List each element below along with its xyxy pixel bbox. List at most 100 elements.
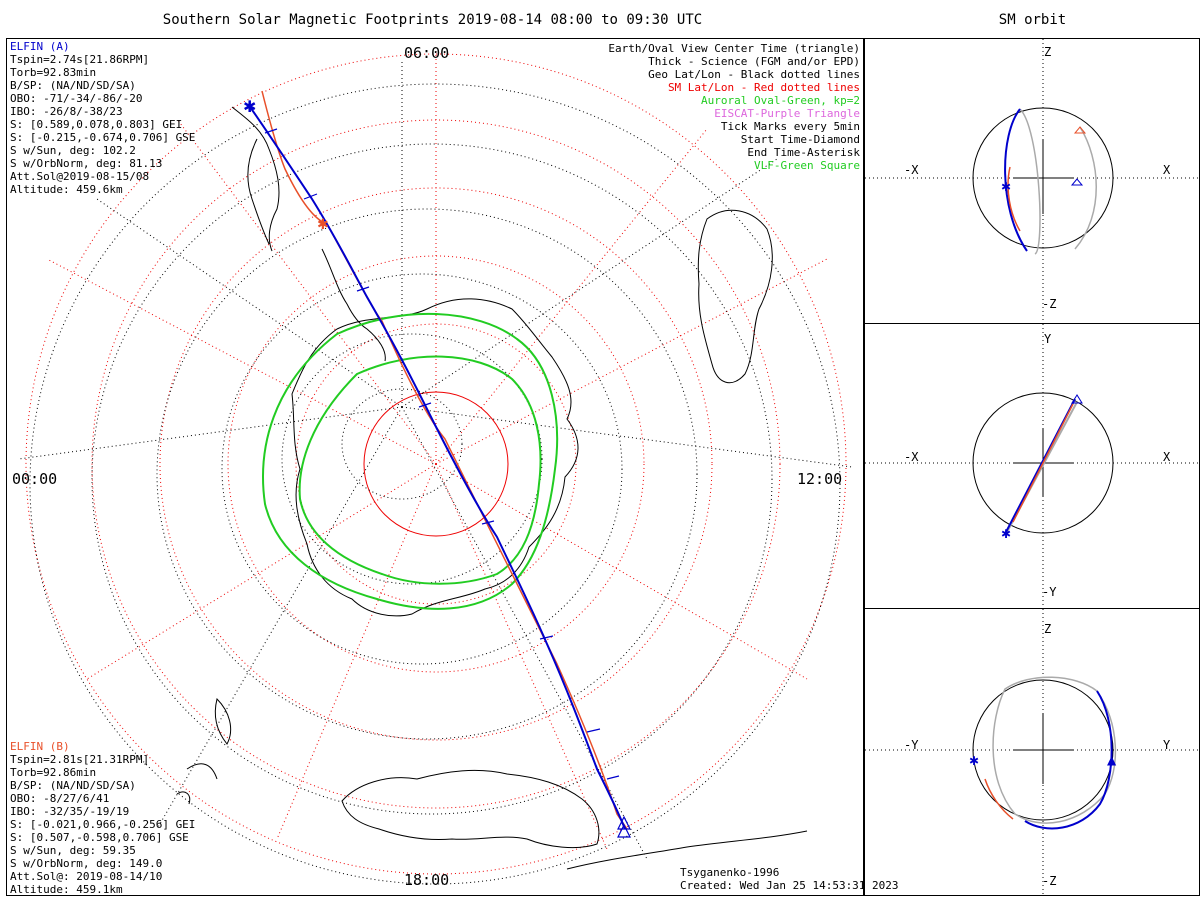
legend-entry: Thick - Science (FGM and/or EPD): [648, 55, 860, 68]
elfin-a-line: IBO: -26/8/-38/23: [10, 105, 123, 118]
legend-entry: VLF-Green Square: [754, 159, 860, 172]
geo-lat-circle: [221, 273, 623, 665]
orbit-plot-yz: ▲ ✱: [865, 609, 1199, 895]
orbit-plot-xy: ✱: [865, 324, 1199, 608]
auroral-oval-outer: [262, 312, 559, 610]
peninsula-coast: [321, 248, 386, 362]
geo-lon-line: [401, 158, 778, 408]
legend-entry: End Time-Asterisk: [747, 146, 860, 159]
elfin-a-line: Tspin=2.74s[21.86RPM]: [10, 53, 150, 66]
tick-marks: [264, 128, 620, 780]
orbit-xy-v-pos: Y: [1044, 332, 1052, 346]
elfin-b-footprint-line: [261, 90, 628, 830]
new-zealand-coast: [214, 698, 232, 745]
geo-lon-line: [401, 406, 853, 468]
orbit-panel-yz: ▲ ✱: [864, 608, 1200, 896]
elfin-a-line: S: [-0.215,-0.674,0.706] GSE: [10, 131, 196, 144]
elfin-b-line: S: [-0.021,0.966,-0.256] GEI: [10, 818, 196, 831]
elfin-b-trace: [261, 90, 628, 830]
sm-lat-circle: [227, 255, 645, 673]
orbit-xy-h-pos: X: [1163, 450, 1171, 464]
legend-entry: Start Time-Diamond: [740, 133, 860, 146]
elfin-b-line: B/SP: (NA/ND/SD/SA): [10, 779, 136, 792]
time-label-bottom: 18:00: [404, 871, 450, 889]
elfin-b-line: Torb=92.86min: [10, 766, 97, 779]
model-label: Tsyganenko-1996: [680, 866, 780, 879]
orbit-yz-v-pos: Z: [1044, 622, 1052, 636]
coastlines: [176, 106, 808, 870]
orbit-a-asterisk: ✱: [969, 754, 979, 768]
elfin-a-line: S w/Sun, deg: 102.2: [10, 144, 136, 157]
elfin-a-line: Altitude: 459.6km: [10, 183, 123, 196]
time-label-right: 12:00: [797, 470, 843, 488]
sm-lon-line: [176, 118, 437, 465]
geo-lat-circle: [29, 83, 841, 885]
elfin-a-line: Att.Sol@2019-08-15/08: [10, 170, 150, 183]
islands-coast: [176, 763, 808, 870]
start-end-markers: ✱ ✱: [243, 97, 631, 838]
earth-circle: [972, 107, 1114, 249]
elfin-a-info: ELFIN (A) Tspin=2.74s[21.86RPM] Torb=92.…: [10, 40, 195, 196]
elfin-a-end-asterisk: ✱: [243, 97, 256, 116]
orbit-b-far-side: [1019, 108, 1041, 255]
geo-lat-circle: [341, 388, 463, 500]
legend-entry: Tick Marks every 5min: [720, 120, 860, 133]
elfin-b-info: ELFIN (B) Tspin=2.81s[21.31RPM] Torb=92.…: [10, 740, 195, 896]
orbit-title: SM orbit: [998, 12, 1067, 28]
elfin-b-end-asterisk: ✱: [317, 217, 329, 233]
elfin-b-name: ELFIN (B): [10, 740, 70, 753]
orbit-b-projection: [1074, 126, 1097, 250]
geo-lon-line: [18, 406, 403, 460]
orbit-a-path: [1024, 690, 1113, 830]
orbit-xz-v-pos: Z: [1044, 45, 1052, 59]
orbit-yz-h-neg: -Y: [904, 738, 919, 752]
elfin-a-footprint-line: [247, 103, 626, 830]
polar-map-panel: ✱ ✱: [6, 38, 864, 896]
legend-entry: Auroral Oval-Green, kp=2: [701, 94, 860, 107]
polar-map: ✱ ✱: [18, 49, 853, 885]
elfin-b-line: S w/Sun, deg: 59.35: [10, 844, 136, 857]
view-center-triangle: [617, 823, 631, 838]
orbit-panel-xy: ✱: [864, 323, 1200, 609]
map-title: Southern Solar Magnetic Footprints 2019-…: [162, 12, 703, 28]
legend-entry: Earth/Oval View Center Time (triangle): [608, 42, 860, 55]
elfin-b-line: IBO: -32/35/-19/19: [10, 805, 130, 818]
elfin-b-line: Tspin=2.81s[21.31RPM]: [10, 753, 150, 766]
earth-circle: [972, 392, 1114, 534]
orbit-b-path: [984, 778, 1014, 820]
sm-lon-line: [46, 258, 437, 465]
elfin-a-view-center-triangle: [617, 815, 631, 830]
orbit-yz-v-neg: -Z: [1042, 874, 1057, 888]
elfin-a-line: Torb=92.83min: [10, 66, 97, 79]
elfin-a-trace: [247, 103, 626, 830]
sm-lon-line: [435, 128, 708, 465]
geo-lat-circle: [91, 143, 773, 815]
sm-lat-circle: [295, 323, 577, 605]
orbit-a-asterisk: ✱: [1001, 180, 1011, 194]
orbit-panel-xz: ✱: [864, 38, 1200, 324]
orbit-a-triangle: [1071, 394, 1083, 404]
sm-lat-circle: [25, 53, 847, 875]
sm-lon-line: [435, 463, 808, 680]
sm-lon-line: [435, 258, 828, 465]
australia-coast: [341, 769, 600, 849]
legend-entry: Geo Lat/Lon - Black dotted lines: [648, 68, 860, 81]
sm-lon-line: [435, 463, 608, 850]
orbit-a-triangle-marker: ▲: [1107, 753, 1117, 767]
orbit-xz-h-pos: X: [1163, 163, 1171, 177]
geo-lon-line: [96, 198, 403, 408]
earth-circle: [972, 679, 1114, 821]
elfin-a-line: S w/OrbNorm, deg: 81.13: [10, 157, 163, 170]
created-label: Created: Wed Jan 25 14:53:31 2023: [680, 879, 899, 892]
auroral-oval-inner: [298, 355, 542, 585]
geo-lon-line: [401, 406, 648, 860]
orbit-a-path: [1004, 108, 1028, 252]
legend-entry: SM Lat/Lon - Red dotted lines: [667, 81, 860, 94]
geo-lat-circle: [281, 333, 543, 585]
legend-entry: EISCAT-Purple Triangle: [714, 107, 860, 120]
orbit-b-path: [1012, 403, 1074, 523]
orbit-yz-h-pos: Y: [1163, 738, 1171, 752]
orbit-b-path: [1007, 166, 1021, 232]
orbit-xy-h-neg: -X: [904, 450, 919, 464]
elfin-b-line: Altitude: 459.1km: [10, 883, 123, 896]
